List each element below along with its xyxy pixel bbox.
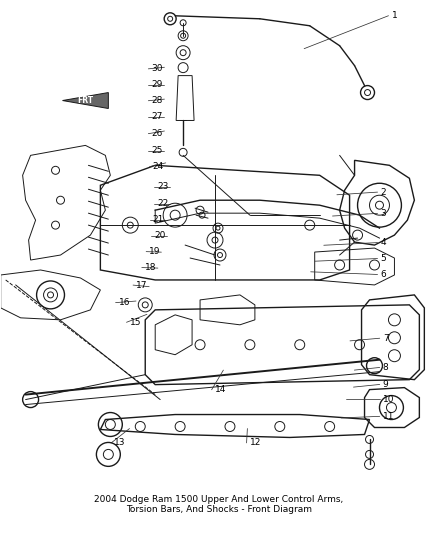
Text: 11: 11 [383, 412, 394, 421]
Text: 23: 23 [157, 182, 168, 191]
Text: 1: 1 [392, 11, 397, 20]
Text: 8: 8 [383, 363, 389, 372]
Text: 18: 18 [145, 263, 156, 272]
Text: 24: 24 [152, 162, 164, 171]
Text: 25: 25 [151, 146, 162, 155]
Text: 7: 7 [383, 334, 389, 343]
Text: 16: 16 [119, 298, 130, 307]
Text: 3: 3 [381, 209, 386, 218]
Text: 13: 13 [114, 439, 126, 447]
Text: 30: 30 [151, 64, 163, 74]
Text: 14: 14 [215, 385, 226, 394]
Text: 20: 20 [154, 231, 166, 240]
Text: 5: 5 [381, 254, 386, 263]
Text: 6: 6 [381, 270, 386, 279]
Text: 29: 29 [151, 80, 162, 90]
Text: 12: 12 [250, 439, 261, 447]
Text: 19: 19 [149, 247, 161, 256]
Text: FRT: FRT [78, 96, 93, 105]
Text: 28: 28 [151, 96, 162, 105]
Text: 2004 Dodge Ram 1500 Upper And Lower Control Arms,
Torsion Bars, And Shocks - Fro: 2004 Dodge Ram 1500 Upper And Lower Cont… [94, 495, 344, 514]
Text: 9: 9 [383, 380, 389, 389]
Text: 22: 22 [157, 199, 168, 208]
Text: 27: 27 [151, 112, 162, 121]
Text: 26: 26 [151, 129, 162, 138]
Text: 15: 15 [130, 318, 141, 327]
Text: 4: 4 [381, 238, 386, 247]
Text: 17: 17 [136, 280, 148, 289]
Text: 21: 21 [152, 215, 164, 224]
Text: 10: 10 [383, 395, 394, 404]
Polygon shape [63, 93, 108, 109]
Text: 2: 2 [381, 188, 386, 197]
